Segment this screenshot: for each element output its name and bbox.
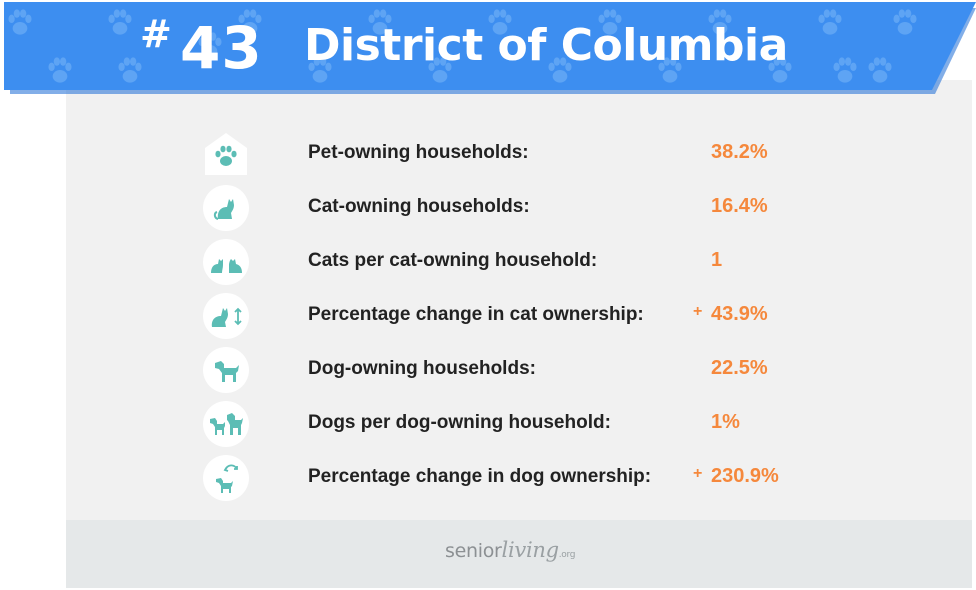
stat-value: 43.9% (711, 303, 768, 325)
stat-value: 1% (711, 411, 740, 433)
stat-label: Percentage change in cat ownership: (308, 304, 644, 325)
stat-value: 1 (711, 249, 723, 271)
dog-change-icon (203, 455, 249, 501)
stat-row: Cat-owning households: 16.4% (0, 182, 976, 236)
stat-plus-sign: + (693, 303, 703, 320)
stat-label: Dogs per dog-owning household: (308, 412, 611, 433)
cat-icon (203, 185, 249, 231)
two-dogs-icon (203, 401, 249, 447)
stat-row: Cats per cat-owning household: 1 (0, 236, 976, 290)
stat-plus-sign: + (693, 465, 703, 482)
stat-value: 16.4% (711, 195, 768, 217)
stat-label: Percentage change in dog ownership: (308, 466, 652, 487)
page-title: District of Columbia (304, 20, 788, 71)
stat-row: Percentage change in dog ownership: +230.… (0, 452, 976, 506)
rank-number: 43 (180, 14, 263, 82)
footer-bar (66, 520, 972, 588)
stat-label: Cats per cat-owning household: (308, 250, 598, 271)
seniorliving-logo: seniorliving.org (445, 538, 576, 562)
stat-label: Pet-owning households: (308, 142, 529, 163)
stat-label: Dog-owning households: (308, 358, 536, 379)
stat-row: Dogs per dog-owning household: 1% (0, 398, 976, 452)
house-paw-icon (203, 131, 249, 177)
stat-value: 230.9% (711, 465, 779, 487)
stat-row: Percentage change in cat ownership: +43.9… (0, 290, 976, 344)
stat-value: 22.5% (711, 357, 768, 379)
rank-hash: # (140, 12, 172, 56)
stat-row: Dog-owning households: 22.5% (0, 344, 976, 398)
stat-value: 38.2% (711, 141, 768, 163)
stat-label: Cat-owning households: (308, 196, 530, 217)
cat-change-icon (203, 293, 249, 339)
title-banner (4, 2, 976, 94)
stat-row: Pet-owning households: 38.2% (0, 128, 976, 182)
two-cats-icon (203, 239, 249, 285)
dog-icon (203, 347, 249, 393)
